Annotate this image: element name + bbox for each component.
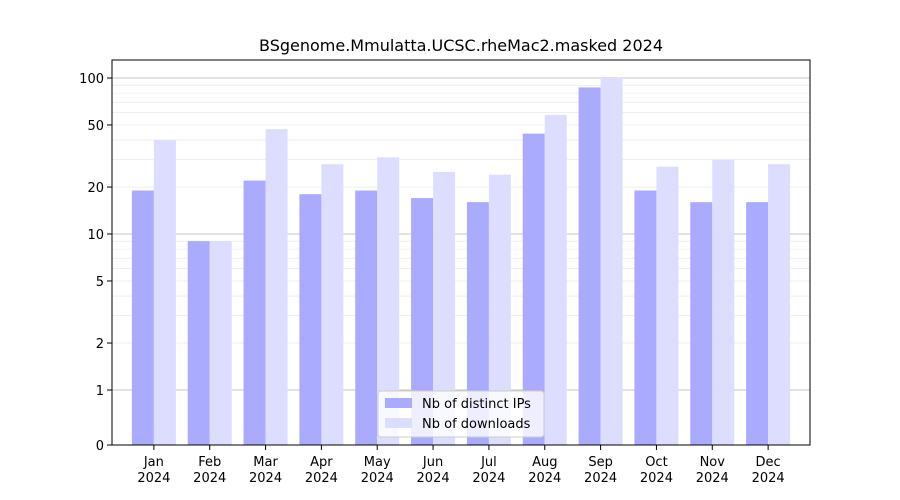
x-tick-month: Sep [588,455,613,470]
x-tick-label: Feb 2024 [193,455,226,486]
x-tick-year: 2024 [137,471,170,486]
bar-distinct-ips-feb [187,241,210,445]
bar-distinct-ips-jul [466,202,489,445]
x-tick-month: Oct [645,455,667,470]
x-tick-month: Jul [480,455,497,470]
bar-distinct-ips-apr [299,194,322,445]
y-axis: 0 1 2 5 10 20 50 100 [79,72,112,454]
x-tick-year: 2024 [696,471,729,486]
x-tick-year: 2024 [193,471,226,486]
y-tick-label: 2 [96,337,104,352]
x-tick-month: Feb [198,455,221,470]
bar-downloads-apr [321,164,344,445]
plot-frame [111,59,811,446]
legend: Nb of distinct IPs Nb of downloads [377,390,545,438]
y-tick-label: 0 [96,439,104,454]
y-tick-label: 20 [87,181,104,196]
x-tick-year: 2024 [640,471,673,486]
bar-downloads-mar [265,129,288,445]
bar-downloads-jan [153,140,176,445]
bar-distinct-ips-aug [522,133,545,445]
x-tick-month: Jun [422,455,443,470]
x-tick-label: Apr 2024 [305,455,338,486]
x-tick-month: Apr [310,455,333,470]
bar-downloads-oct [656,166,679,445]
x-tick-year: 2024 [361,471,394,486]
x-tick-year: 2024 [528,471,561,486]
x-tick-label: Jun 2024 [417,455,450,486]
x-tick-label: Mar 2024 [249,455,282,486]
x-tick-month: Aug [532,455,557,470]
bar-distinct-ips-jun [411,198,434,445]
bars [131,78,791,445]
x-tick-label: Nov 2024 [696,455,729,486]
y-tick-label: 100 [79,72,104,87]
bar-downloads-jul [488,174,511,445]
x-tick-month: May [364,455,391,470]
x-tick-label: Jul 2024 [472,455,505,486]
bar-downloads-nov [712,159,735,445]
x-tick-label: Aug 2024 [528,455,561,486]
x-tick-label: Sep 2024 [584,455,617,486]
bar-downloads-aug [544,114,567,445]
bar-distinct-ips-sep [578,87,601,445]
bar-distinct-ips-nov [690,202,713,445]
bar-distinct-ips-jan [131,190,154,445]
bar-distinct-ips-may [355,190,378,445]
x-tick-year: 2024 [752,471,785,486]
x-tick-label: Jan 2024 [137,455,170,486]
legend-label: Nb of distinct IPs [422,397,531,412]
x-tick-month: Jan [143,455,164,470]
legend-box [377,390,545,438]
x-tick-year: 2024 [584,471,617,486]
legend-label: Nb of downloads [422,417,531,432]
x-tick-month: Nov [700,455,726,470]
bar-distinct-ips-mar [243,180,266,445]
x-tick-label: May 2024 [361,455,394,486]
x-tick-month: Dec [756,455,781,470]
x-tick-label: Dec 2024 [752,455,785,486]
x-tick-year: 2024 [472,471,505,486]
x-tick-month: Mar [253,455,278,470]
x-tick-year: 2024 [417,471,450,486]
x-tick-year: 2024 [249,471,282,486]
bar-downloads-sep [600,78,623,445]
bar-downloads-may [377,157,400,445]
x-tick-year: 2024 [305,471,338,486]
bar-downloads-dec [768,164,791,445]
x-tick-label: Oct 2024 [640,455,673,486]
bar-downloads-feb [209,241,232,445]
y-tick-label: 5 [96,275,104,290]
bar-downloads-jun [433,171,456,445]
bar-distinct-ips-oct [634,190,657,445]
legend-swatch [385,418,412,428]
y-tick-label: 50 [87,119,104,134]
legend-swatch [385,398,412,408]
bar-distinct-ips-dec [746,202,769,445]
y-tick-label: 1 [96,384,104,399]
y-tick-label: 10 [87,228,104,243]
chart-title: BSgenome.Mmulatta.UCSC.rheMac2.masked 20… [259,36,663,55]
